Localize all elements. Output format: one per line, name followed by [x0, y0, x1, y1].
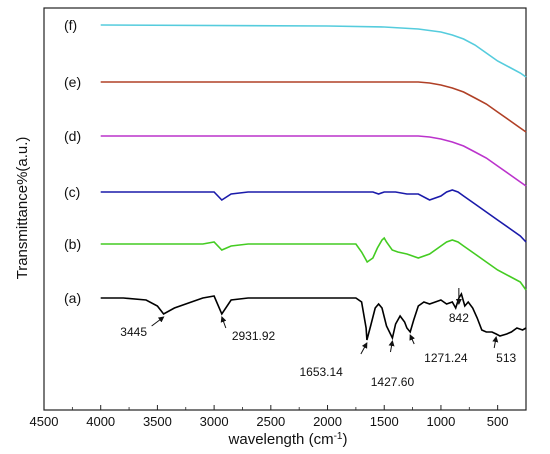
x-axis-label-main: wavelength (cm [228, 431, 334, 448]
annotation-arrow [151, 316, 165, 327]
x-tick-label: 2000 [313, 414, 342, 429]
y-axis-label: Transmittance%(a.u.) [14, 137, 31, 280]
series-layer: (a) (b) (c) (d) (e) (f) [64, 17, 527, 341]
x-axis-label-superscript: -1 [334, 431, 343, 442]
series-label-b: (b) [64, 236, 81, 252]
annotation-label: 3445 [120, 325, 147, 339]
series-label-a: (a) [64, 290, 81, 306]
x-tick-label: 500 [487, 414, 509, 429]
plot-frame [43, 7, 527, 411]
series-line-b [100, 236, 527, 291]
annotation-arrow [409, 334, 415, 345]
annotation-label: 1653.14 [299, 365, 343, 379]
x-axis-label: wavelength (cm-1) [228, 431, 348, 449]
annotation-arrow [388, 340, 395, 353]
annotation-label: 513 [496, 351, 516, 365]
x-tick-label: 1000 [426, 414, 455, 429]
annotation-layer: 3445 2931.92 1653.14 1427.60 1271.24 842 513 [120, 288, 517, 389]
annotation-label: 2931.92 [232, 329, 276, 343]
x-tick-label: 2500 [256, 414, 285, 429]
x-tick-label: 4000 [86, 414, 115, 429]
x-tick-label: 3000 [200, 414, 229, 429]
series-label-e: (e) [64, 74, 81, 90]
annotation-label: 1271.24 [424, 351, 468, 365]
series-line-c [100, 189, 527, 243]
series-label-f: (f) [64, 17, 77, 33]
x-tick-label: 3500 [143, 414, 172, 429]
series-label-d: (d) [64, 128, 81, 144]
series-line-f [100, 24, 527, 78]
annotation-label: 842 [449, 311, 469, 325]
series-line-a [100, 292, 527, 341]
annotation-arrow [492, 336, 499, 349]
series-label-c: (c) [64, 184, 80, 200]
x-tick-label: 4500 [30, 414, 59, 429]
annotation-arrow [360, 342, 368, 355]
annotation-arrow [220, 316, 227, 329]
x-tick-label: 1500 [370, 414, 399, 429]
axes: 4500 4000 3500 3000 2500 2000 1500 1000 500 [30, 7, 527, 429]
annotation-label: 1427.60 [371, 375, 415, 389]
series-line-e [100, 81, 527, 133]
x-axis-label-suffix: ) [342, 431, 347, 448]
series-line-d [100, 135, 527, 187]
